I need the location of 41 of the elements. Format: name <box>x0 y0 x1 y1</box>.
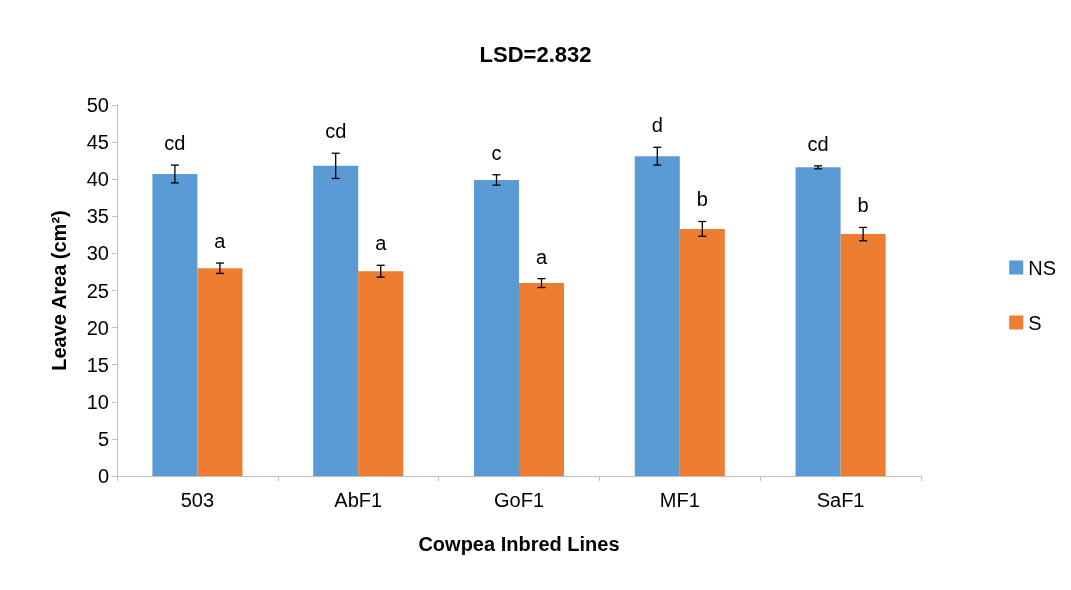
legend-label: S <box>1028 311 1042 334</box>
y-tick-label: 25 <box>86 279 109 302</box>
bar <box>473 179 519 476</box>
y-tick-label: 10 <box>86 390 109 413</box>
y-tick-label: 35 <box>86 205 109 228</box>
x-tick-label: GoF1 <box>493 489 545 511</box>
bar <box>519 283 565 476</box>
x-tick-label: AbF1 <box>334 489 383 511</box>
y-tick-label: 0 <box>97 465 109 487</box>
x-tick-label: MF1 <box>659 489 700 511</box>
chart-title: LSD=2.832 <box>479 41 592 67</box>
y-tick-label: 15 <box>86 353 109 376</box>
bar <box>152 174 198 476</box>
bar <box>795 167 841 476</box>
data-label: c <box>491 141 502 164</box>
y-tick-label: 45 <box>86 131 109 154</box>
x-tick-label: SaF1 <box>816 489 865 511</box>
legend-label: NS <box>1028 256 1057 279</box>
y-tick-label: 50 <box>86 94 109 116</box>
bar <box>840 234 886 476</box>
data-label: d <box>651 114 663 137</box>
y-tick-label: 30 <box>86 242 109 265</box>
y-tick-label: 20 <box>86 316 109 339</box>
bar <box>197 268 243 476</box>
data-label: a <box>214 230 227 253</box>
bar <box>679 228 725 476</box>
data-label: cd <box>807 132 829 155</box>
y-axis-title: Leave Area (cm²) <box>48 210 70 371</box>
bar <box>358 271 404 476</box>
data-label: b <box>696 188 708 211</box>
data-label: a <box>375 232 388 255</box>
data-label: cd <box>325 120 347 143</box>
y-tick-label: 5 <box>97 427 109 450</box>
bar <box>634 156 680 476</box>
data-label: b <box>857 194 869 217</box>
y-tick-label: 40 <box>86 168 109 191</box>
data-label: cd <box>164 132 186 155</box>
x-axis-title: Cowpea Inbred Lines <box>418 533 620 555</box>
bar <box>313 165 359 476</box>
x-tick-label: 503 <box>180 489 215 511</box>
data-label: a <box>535 245 548 268</box>
